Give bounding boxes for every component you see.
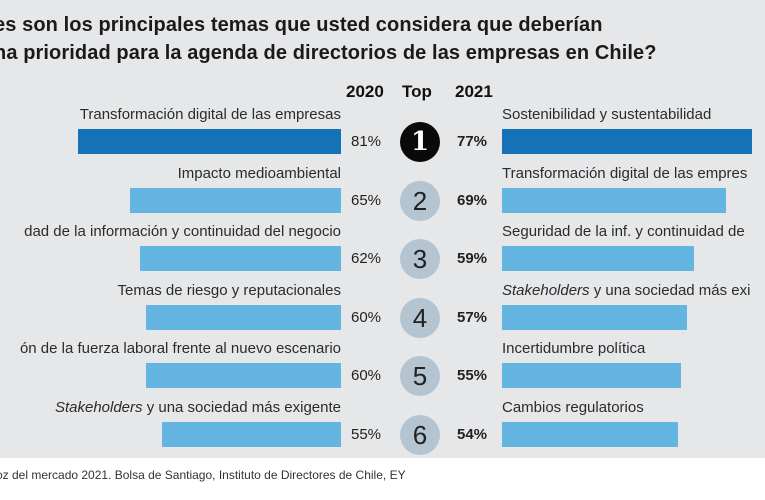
bar-2021 — [502, 363, 681, 388]
value-label-2021: 69% — [457, 191, 488, 209]
value-label-2021: 57% — [457, 308, 488, 326]
category-label-2020: ón de la fuerza laboral frente al nuevo … — [19, 340, 341, 357]
category-label-2021: Seguridad de la inf. y continuidad de — [502, 223, 745, 240]
rank-badge: 1 — [400, 122, 440, 162]
category-label-2021: Incertidumbre política — [502, 340, 646, 357]
bar-2020 — [146, 363, 341, 388]
value-label-2020: 65% — [351, 191, 382, 209]
bar-2020 — [146, 304, 341, 330]
chart-panel: es son los principales temas que usted c… — [0, 0, 765, 458]
bar-2021 — [502, 129, 753, 154]
rank-badge: 5 — [400, 356, 440, 396]
chart-title-line-1: es son los principales temas que usted c… — [0, 14, 603, 36]
bar-2020 — [139, 246, 341, 271]
bar-2021 — [502, 304, 688, 330]
header-2021: 2021 — [455, 82, 493, 101]
value-label-2020: 62% — [351, 250, 382, 267]
chart-title-line-2: na prioridad para la agenda de directori… — [0, 42, 657, 64]
category-label-2020: Temas de riesgo y reputacionales — [117, 281, 341, 299]
value-label-2020: 60% — [351, 308, 382, 326]
category-label-2020: Transformación digital de las empresas — [79, 106, 341, 123]
bar-2020 — [77, 129, 341, 154]
value-label-2020: 81% — [351, 133, 382, 150]
source-note: oz del mercado 2021. Bolsa de Santiago, … — [0, 468, 406, 482]
rank-badge: 2 — [400, 180, 440, 221]
bar-2020 — [129, 187, 341, 213]
value-label-2021: 54% — [457, 425, 488, 443]
category-label-2021: Stakeholders y una sociedad más exi — [502, 281, 751, 299]
bar-2021 — [502, 187, 727, 213]
category-label-2021: Cambios regulatorios — [502, 398, 644, 416]
category-label-2020: Impacto medioambiental — [177, 164, 341, 182]
category-label-2021: Sostenibilidad y sustentabilidad — [502, 106, 712, 123]
category-label-2020: dad de la información y continuidad del … — [24, 223, 341, 240]
value-label-2021: 59% — [457, 250, 488, 267]
header-top: Top — [402, 82, 432, 101]
bar-2021 — [502, 421, 678, 447]
value-label-2020: 55% — [351, 425, 382, 443]
bar-2021 — [502, 246, 694, 271]
rank-badge: 4 — [400, 297, 440, 338]
rank-badge: 3 — [400, 239, 440, 279]
value-label-2021: 77% — [457, 133, 488, 150]
bar-2020 — [162, 421, 341, 447]
header-2020: 2020 — [346, 82, 384, 101]
category-label-2021: Transformación digital de las empres — [502, 164, 748, 182]
value-label-2021: 55% — [457, 367, 488, 384]
category-label-2020: Stakeholders y una sociedad más exigente — [54, 398, 341, 416]
value-label-2020: 60% — [351, 367, 382, 384]
rank-badge: 6 — [400, 414, 440, 455]
